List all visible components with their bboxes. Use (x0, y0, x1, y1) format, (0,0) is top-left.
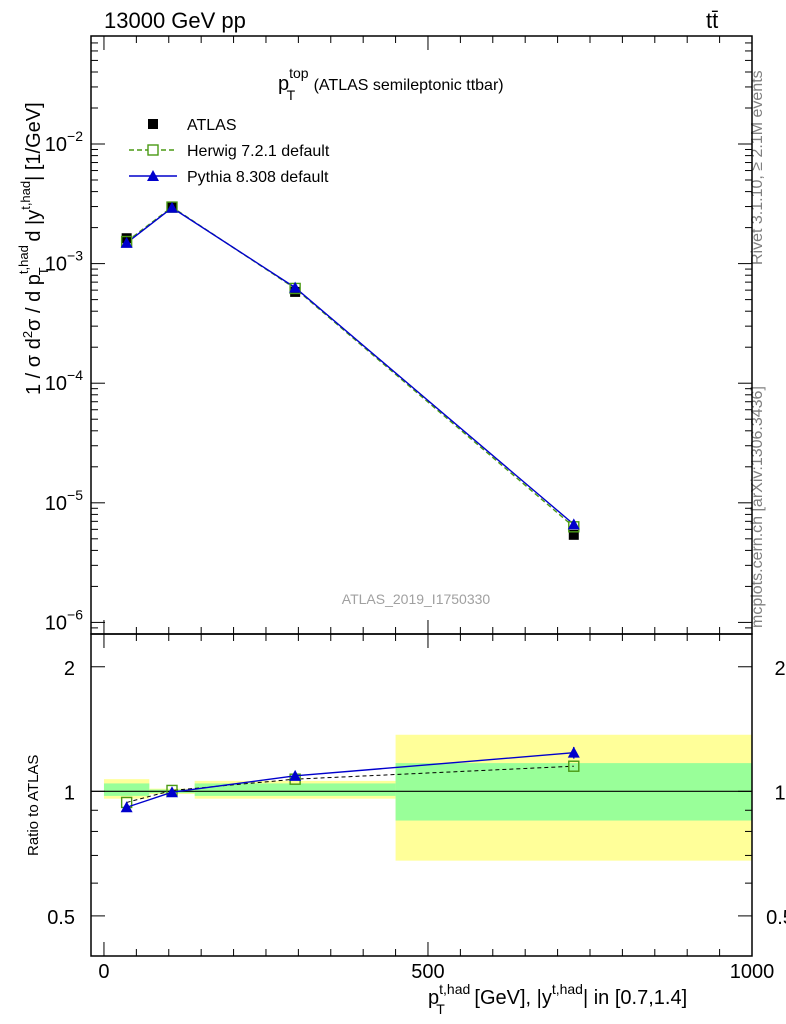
legend-label: Pythia 8.308 default (187, 169, 329, 186)
rivet-label: Rivet 3.1.10, ≥ 2.1M events (749, 70, 766, 265)
pythia-point (289, 281, 302, 293)
ratio-uncertainty-bands (91, 734, 752, 861)
legend-label: ATLAS (187, 117, 237, 134)
atlas-point (568, 529, 579, 540)
xtick-label: 0 (98, 961, 109, 983)
ratio-ytick-label: 1 (64, 782, 75, 804)
analysis-watermark: ATLAS_2019_I1750330 (342, 591, 491, 607)
main-line-1 (126, 206, 575, 528)
pythia-point (567, 518, 580, 530)
ratio-ytick-label-right: 2 (774, 658, 785, 680)
mcplots-label: mcplots.cern.ch [arXiv:1306.3436] (749, 386, 766, 628)
xtick-label: 500 (411, 961, 444, 983)
main-ytick-label: 10−3 (45, 248, 83, 276)
axes-frames: 10−6 10−5 10−4 10−3 10−2 0.5 0.5 1 1 2 2 0 500 1000 (45, 35, 786, 983)
legend-marker-pythia (147, 170, 159, 181)
main-ytick-label: 10−5 (45, 487, 83, 515)
pythia-ratio-point (289, 769, 302, 781)
legend-marker-herwig (147, 144, 159, 156)
ratio-ytick-label-right: 1 (774, 782, 785, 804)
main-title: ptop T (ATLAS semileptonic ttbar) (278, 65, 504, 103)
pythia-ratio-point (120, 801, 133, 813)
pythia-point (166, 201, 179, 213)
ratio-line-0 (126, 765, 574, 803)
x-axis-label: pt,had T [GeV], |yt,had| in [0.7,1.4] (428, 981, 687, 1017)
legend: ATLAS Herwig 7.2.1 default Pythia 8.308 de… (129, 117, 330, 186)
pythia-ratio-point (166, 786, 179, 798)
ratio-ytick-label-right: 0.5 (766, 907, 786, 929)
xtick-label: 1000 (730, 961, 775, 983)
main-series-lines (120, 201, 580, 540)
legend-marker-atlas (148, 119, 158, 129)
ratio-y-axis-label: Ratio to ATLAS (25, 755, 42, 856)
main-line-2 (126, 206, 575, 525)
pythia-ratio-point (567, 746, 580, 758)
pythia-point (120, 236, 133, 248)
ratio-band-inner-0 (103, 783, 150, 796)
energy-label: 13000 GeV pp (104, 8, 246, 33)
herwig-ratio-point (568, 760, 580, 772)
main-ytick-label: 10−6 (45, 606, 83, 634)
main-ytick-label: 10−4 (45, 367, 83, 395)
ratio-band-inner-2 (194, 783, 396, 796)
ratio-frame (90, 633, 753, 957)
main-ytick-label: 10−2 (45, 128, 83, 156)
ratio-ytick-label: 0.5 (47, 907, 75, 929)
process-label: tt̄ (706, 8, 718, 33)
ratio-line-1 (126, 751, 574, 808)
ratio-series-lines (120, 746, 580, 813)
legend-label: Herwig 7.2.1 default (187, 143, 330, 160)
ratio-ytick-label: 2 (64, 658, 75, 680)
